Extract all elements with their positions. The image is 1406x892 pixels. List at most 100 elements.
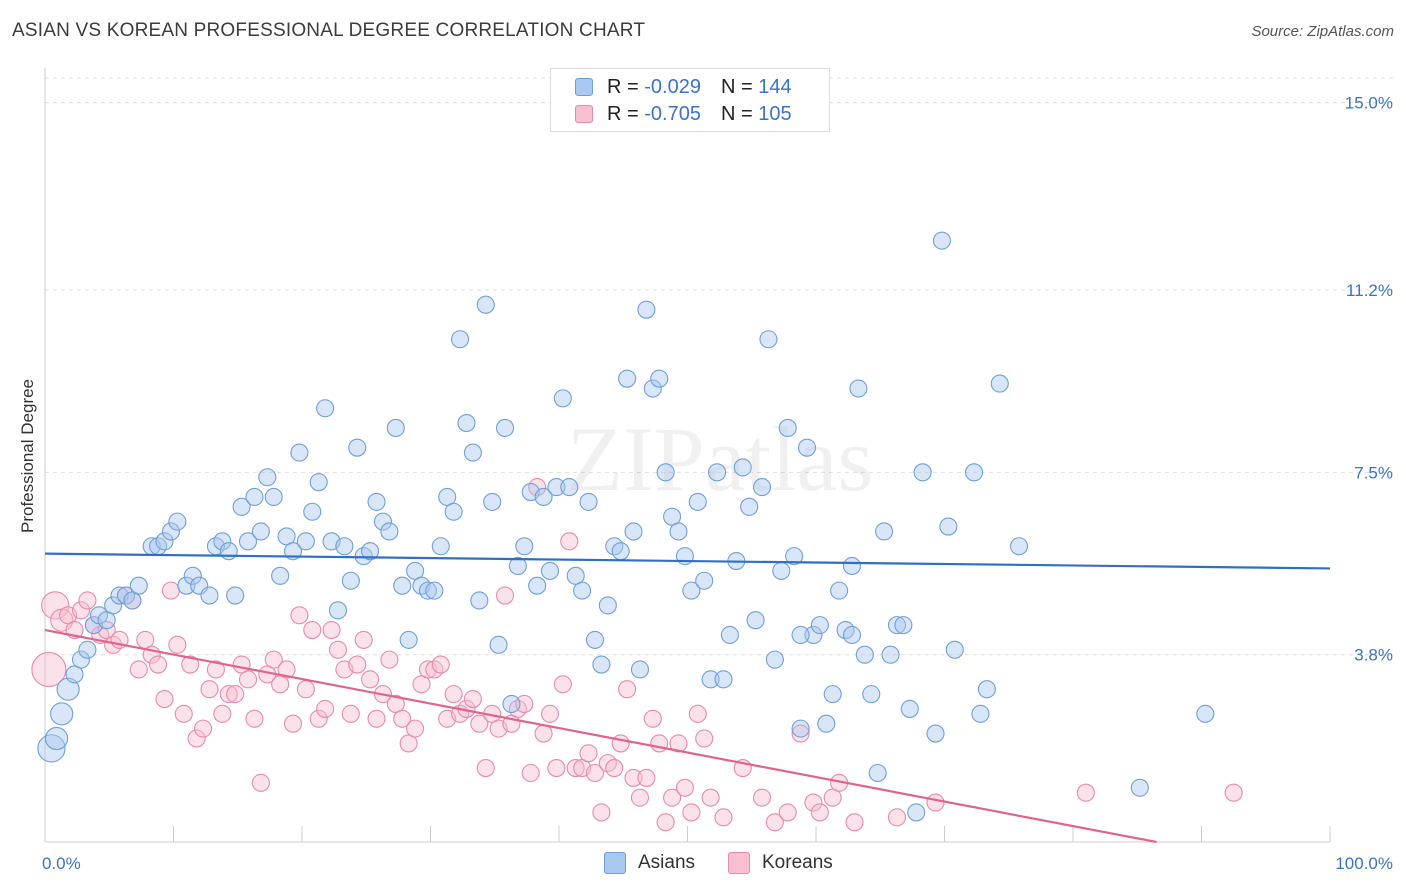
asian-point [720, 625, 739, 645]
korean-point [200, 680, 219, 699]
trend-lines [44, 552, 1331, 844]
asian-point [303, 502, 322, 521]
asian-point [926, 724, 945, 743]
asian-point [579, 492, 598, 511]
asian-point [791, 625, 810, 645]
asian-point [592, 655, 611, 674]
y-tick-label: 3.8% [1354, 646, 1393, 665]
asian-point [168, 512, 187, 531]
asian-point [502, 694, 521, 714]
korean-point [309, 709, 328, 728]
asian-point [399, 630, 418, 649]
asian-point [463, 443, 482, 462]
asian-point [939, 517, 958, 536]
korean-point [560, 532, 579, 551]
asian-point [71, 650, 91, 669]
asian-point [328, 601, 348, 620]
asian-point [251, 522, 270, 541]
korean-point [643, 709, 662, 728]
asian-point [553, 389, 572, 408]
korean-point [752, 788, 772, 807]
korean-point [663, 788, 682, 807]
koreans-points [31, 478, 1243, 832]
asian-point [804, 625, 823, 645]
korean-point [283, 714, 303, 733]
asian-point [213, 532, 232, 551]
asian-point [894, 616, 913, 635]
asian-point [245, 487, 264, 507]
asian-point [309, 473, 328, 492]
korean-point [361, 670, 380, 689]
legend-r-label: R = [607, 75, 639, 98]
asians-legend-swatch [604, 852, 626, 874]
asian-point [528, 576, 547, 595]
asian-point [765, 650, 784, 669]
asian-point [316, 399, 335, 418]
asian-point [547, 478, 566, 497]
korean-point [194, 719, 213, 738]
korean-point [682, 803, 701, 822]
asian-point [759, 330, 778, 349]
legend-row-koreans: R = -0.705 N = 105 [575, 101, 792, 127]
korean-point [354, 630, 373, 649]
asian-point [380, 522, 399, 541]
asians-swatch [575, 78, 593, 96]
korean-point [515, 694, 534, 714]
asian-point [688, 492, 707, 511]
asian-point [900, 699, 919, 718]
korean-point [316, 699, 335, 718]
asian-point [348, 438, 367, 457]
asian-point [772, 561, 791, 580]
asian-point [842, 625, 862, 645]
asian-point [335, 537, 354, 556]
korean-point [675, 778, 694, 797]
asian-point [830, 581, 849, 600]
korean-point [219, 685, 238, 704]
asian-point [990, 374, 1009, 393]
korean-point [637, 768, 656, 787]
korean-point [226, 685, 245, 704]
korean-point [566, 759, 585, 778]
asian-point [746, 611, 765, 630]
x-tick-label: 0.0% [42, 854, 81, 873]
asian-point [682, 581, 701, 600]
asian-point [855, 645, 874, 664]
legend-r-label: R = [607, 102, 639, 125]
asian-point [78, 640, 97, 659]
asian-point [708, 463, 727, 482]
korean-point [778, 803, 797, 822]
korean-point [926, 793, 945, 812]
korean-point [41, 591, 70, 620]
asian-point [367, 492, 386, 511]
korean-point [791, 724, 810, 743]
asian-point [219, 542, 238, 561]
asian-point [598, 596, 617, 615]
asian-point [483, 492, 502, 511]
asian-point [508, 556, 527, 576]
asian-point [965, 463, 984, 482]
korean-point [810, 803, 829, 822]
korean-point [155, 690, 174, 709]
korean-point [618, 680, 637, 699]
asian-point [540, 561, 560, 580]
grid-lines [45, 77, 1395, 656]
legend-item-koreans: Koreans [728, 852, 833, 874]
asian-point [56, 677, 80, 701]
legend-label-asians: Asians [638, 852, 696, 873]
korean-point [168, 635, 187, 654]
korean-point [245, 709, 264, 728]
asian-point [1009, 537, 1029, 556]
korean-point [206, 660, 225, 679]
korean-point [149, 655, 168, 674]
asian-point [817, 714, 836, 733]
asian-point [258, 468, 277, 487]
asian-point [161, 522, 180, 541]
asian-point [752, 478, 772, 497]
asian-point [418, 581, 437, 600]
asian-point [810, 616, 829, 635]
korean-point [290, 606, 309, 625]
korean-point [585, 763, 605, 783]
asians-trend-line [44, 552, 1331, 570]
korean-point [534, 724, 553, 743]
korean-point [592, 803, 611, 822]
